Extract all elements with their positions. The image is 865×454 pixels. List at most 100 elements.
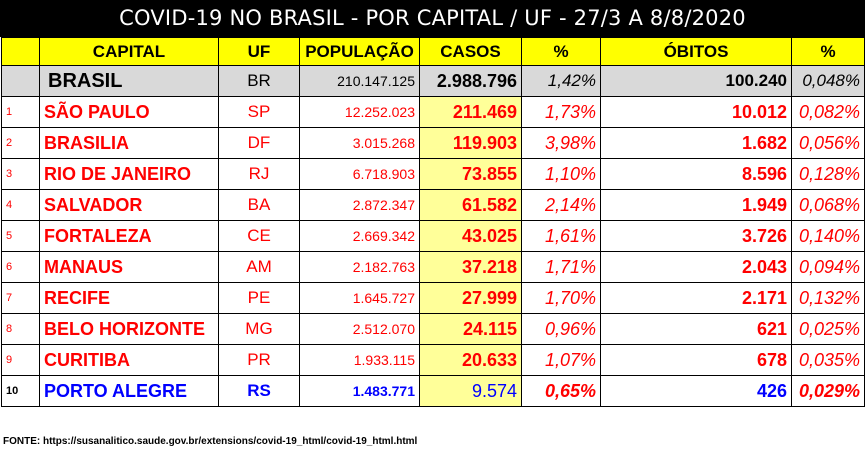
row-populacao: 2.182.763 [299, 251, 420, 283]
row-pct-obitos: 0,128% [791, 158, 865, 190]
table-title: COVID-19 NO BRASIL - POR CAPITAL / UF - … [0, 0, 865, 37]
header-pct-casos: % [521, 37, 601, 66]
row-uf: AM [218, 251, 300, 283]
row-uf: MG [218, 313, 300, 345]
row-obitos: 1.949 [600, 189, 792, 221]
row-populacao: 2.512.070 [299, 313, 420, 345]
row-pct-obitos: 0,035% [791, 344, 865, 376]
header-capital: CAPITAL [39, 37, 219, 66]
row-pct-obitos: 0,132% [791, 282, 865, 314]
row-capital: BRASILIA [39, 127, 219, 159]
row-pct-obitos: 0,082% [791, 96, 865, 128]
total-pct-casos: 1,42% [521, 65, 601, 97]
row-number: 5 [1, 220, 40, 252]
row-uf: RJ [218, 158, 300, 190]
header-uf: UF [218, 37, 300, 66]
table-row: 8 BELO HORIZONTE MG 2.512.070 24.115 0,9… [1, 313, 865, 345]
row-uf: PR [218, 344, 300, 376]
row-number: 1 [1, 96, 40, 128]
row-number: 10 [1, 375, 40, 407]
row-pct-obitos: 0,094% [791, 251, 865, 283]
row-casos: 20.633 [419, 344, 522, 376]
row-uf: BA [218, 189, 300, 221]
row-pct-obitos: 0,056% [791, 127, 865, 159]
table-row: 5 FORTALEZA CE 2.669.342 43.025 1,61% 3.… [1, 220, 865, 252]
total-pct-obitos: 0,048% [791, 65, 865, 97]
row-casos: 61.582 [419, 189, 522, 221]
source-note: FONTE: https://susanalitico.saude.gov.br… [3, 436, 418, 447]
total-row: BRASIL BR 210.147.125 2.988.796 1,42% 10… [1, 65, 865, 97]
row-pct-casos: 1,10% [521, 158, 601, 190]
row-casos: 9.574 [419, 375, 522, 407]
row-pct-casos: 0,96% [521, 313, 601, 345]
header-obitos: ÓBITOS [600, 37, 792, 66]
table-row: 9 CURITIBA PR 1.933.115 20.633 1,07% 678… [1, 344, 865, 376]
row-populacao: 2.872.347 [299, 189, 420, 221]
row-populacao: 3.015.268 [299, 127, 420, 159]
table-row: 1 SÃO PAULO SP 12.252.023 211.469 1,73% … [1, 96, 865, 128]
row-casos: 211.469 [419, 96, 522, 128]
row-capital: SÃO PAULO [39, 96, 219, 128]
header-pct-obitos: % [791, 37, 865, 66]
row-pct-casos: 1,71% [521, 251, 601, 283]
table-row: 10 PORTO ALEGRE RS 1.483.771 9.574 0,65%… [1, 375, 865, 407]
row-pct-obitos: 0,029% [791, 375, 865, 407]
row-capital: MANAUS [39, 251, 219, 283]
row-casos: 27.999 [419, 282, 522, 314]
row-pct-casos: 0,65% [521, 375, 601, 407]
table-row: 6 MANAUS AM 2.182.763 37.218 1,71% 2.043… [1, 251, 865, 283]
row-pct-casos: 1,61% [521, 220, 601, 252]
row-casos: 119.903 [419, 127, 522, 159]
row-populacao: 1.645.727 [299, 282, 420, 314]
row-obitos: 8.596 [600, 158, 792, 190]
row-number: 3 [1, 158, 40, 190]
row-uf: SP [218, 96, 300, 128]
row-number: 7 [1, 282, 40, 314]
row-capital: PORTO ALEGRE [39, 375, 219, 407]
row-capital: FORTALEZA [39, 220, 219, 252]
row-uf: CE [218, 220, 300, 252]
total-obitos: 100.240 [600, 65, 792, 97]
row-casos: 73.855 [419, 158, 522, 190]
row-obitos: 2.171 [600, 282, 792, 314]
row-pct-obitos: 0,140% [791, 220, 865, 252]
row-capital: RIO DE JANEIRO [39, 158, 219, 190]
row-uf: PE [218, 282, 300, 314]
row-obitos: 678 [600, 344, 792, 376]
total-num [1, 65, 40, 97]
row-obitos: 2.043 [600, 251, 792, 283]
row-number: 6 [1, 251, 40, 283]
table-row: 7 RECIFE PE 1.645.727 27.999 1,70% 2.171… [1, 282, 865, 314]
row-casos: 43.025 [419, 220, 522, 252]
row-populacao: 12.252.023 [299, 96, 420, 128]
row-populacao: 2.669.342 [299, 220, 420, 252]
row-pct-obitos: 0,068% [791, 189, 865, 221]
header-num [1, 37, 40, 66]
row-casos: 37.218 [419, 251, 522, 283]
row-pct-casos: 1,70% [521, 282, 601, 314]
table-row: 3 RIO DE JANEIRO RJ 6.718.903 73.855 1,1… [1, 158, 865, 190]
row-populacao: 6.718.903 [299, 158, 420, 190]
row-number: 9 [1, 344, 40, 376]
row-populacao: 1.483.771 [299, 375, 420, 407]
row-pct-casos: 1,73% [521, 96, 601, 128]
total-capital: BRASIL [39, 65, 219, 97]
row-obitos: 10.012 [600, 96, 792, 128]
total-casos: 2.988.796 [419, 65, 522, 97]
row-uf: DF [218, 127, 300, 159]
covid-table: CAPITAL UF POPULAÇÃO CASOS % ÓBITOS % BR… [1, 37, 865, 407]
header-row: CAPITAL UF POPULAÇÃO CASOS % ÓBITOS % [1, 37, 865, 66]
row-pct-casos: 3,98% [521, 127, 601, 159]
row-number: 2 [1, 127, 40, 159]
row-pct-obitos: 0,025% [791, 313, 865, 345]
table-row: 4 SALVADOR BA 2.872.347 61.582 2,14% 1.9… [1, 189, 865, 221]
row-number: 8 [1, 313, 40, 345]
row-number: 4 [1, 189, 40, 221]
row-obitos: 621 [600, 313, 792, 345]
header-populacao: POPULAÇÃO [299, 37, 420, 66]
row-pct-casos: 2,14% [521, 189, 601, 221]
row-pct-casos: 1,07% [521, 344, 601, 376]
total-populacao: 210.147.125 [299, 65, 420, 97]
total-uf: BR [218, 65, 300, 97]
row-capital: CURITIBA [39, 344, 219, 376]
